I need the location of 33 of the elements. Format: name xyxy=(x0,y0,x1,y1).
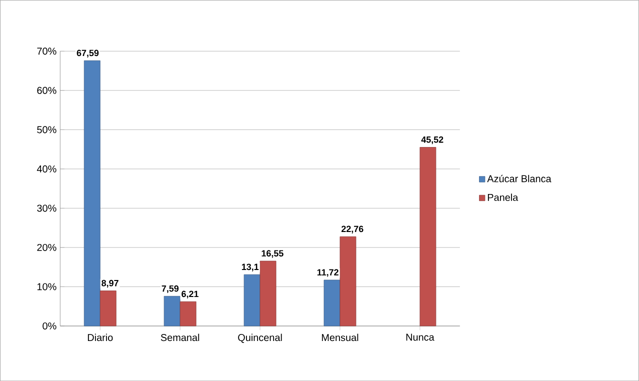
x-tick-label: Nunca xyxy=(406,334,434,341)
data-label: 6,21 xyxy=(182,290,198,298)
legend-label: Panela xyxy=(488,194,518,201)
x-tick-label: Diario xyxy=(88,334,113,341)
y-tick-label: 70% xyxy=(37,48,56,55)
data-label: 11,72 xyxy=(317,269,338,277)
y-tick-label: 60% xyxy=(37,86,56,94)
bar xyxy=(260,260,276,326)
bar xyxy=(100,290,116,326)
y-tick-label: 50% xyxy=(37,126,56,134)
x-tick-label: Mensual xyxy=(322,334,358,341)
bar xyxy=(164,296,180,326)
bar xyxy=(180,301,196,326)
y-tick-label: 10% xyxy=(37,283,56,290)
data-label: 45,52 xyxy=(421,136,444,144)
data-label: 7,59 xyxy=(162,285,179,293)
x-tick-label: Semanal xyxy=(160,334,200,341)
data-label: 16,55 xyxy=(262,250,284,258)
bar xyxy=(324,280,340,326)
legend-label: Azúcar Blanca xyxy=(487,174,552,182)
y-tick-label: 40% xyxy=(36,165,56,172)
data-label: 13,1 xyxy=(242,264,259,272)
y-tick-label: 20% xyxy=(37,244,56,251)
y-tick-label: 0% xyxy=(42,322,56,330)
data-label: 67,59 xyxy=(76,50,99,58)
bar xyxy=(420,147,436,326)
data-label: 22,76 xyxy=(342,226,364,234)
bar xyxy=(244,274,260,326)
data-label: 8,97 xyxy=(102,280,118,288)
x-tick-label: Quincenal xyxy=(238,334,282,343)
y-tick-label: 30% xyxy=(37,204,56,212)
bar xyxy=(340,236,356,326)
bar xyxy=(84,60,100,326)
